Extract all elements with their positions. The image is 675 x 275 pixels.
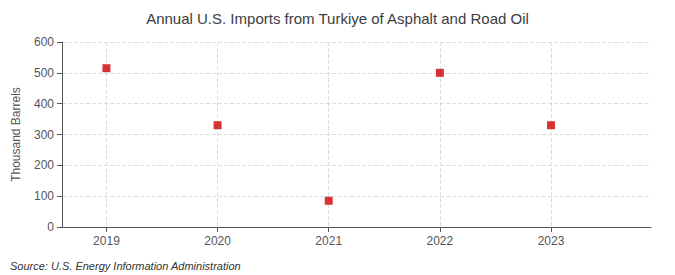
svg-text:600: 600 (34, 35, 54, 49)
svg-text:100: 100 (34, 189, 54, 203)
svg-text:Thousand Barrels: Thousand Barrels (9, 87, 23, 182)
svg-text:400: 400 (34, 97, 54, 111)
svg-text:200: 200 (34, 158, 54, 172)
svg-text:2022: 2022 (426, 234, 453, 248)
svg-text:Annual U.S. Imports from Turki: Annual U.S. Imports from Turkiye of Asph… (146, 10, 529, 27)
svg-text:300: 300 (34, 128, 54, 142)
svg-text:Source: U.S. Energy Informatio: Source: U.S. Energy Information Administ… (10, 260, 241, 272)
svg-text:2021: 2021 (315, 234, 342, 248)
svg-text:2019: 2019 (93, 234, 120, 248)
svg-text:500: 500 (34, 66, 54, 80)
svg-text:2020: 2020 (204, 234, 231, 248)
svg-text:0: 0 (47, 220, 54, 234)
svg-text:2023: 2023 (538, 234, 565, 248)
